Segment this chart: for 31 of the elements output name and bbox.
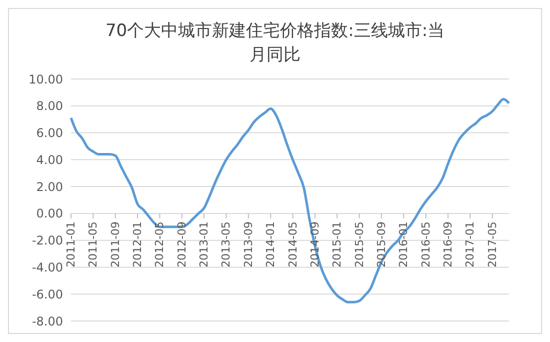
x-tick-label: 2011-09 <box>108 221 122 268</box>
x-tick-label: 2013-09 <box>242 221 255 268</box>
y-tick-label: -6.00 <box>32 287 63 302</box>
x-tick-label: 2012-09 <box>175 221 188 268</box>
y-tick-label: 2.00 <box>36 180 63 194</box>
x-tick-label: 2017-01 <box>464 221 477 268</box>
y-tick-label: -8.00 <box>32 314 63 328</box>
y-tick-label: 4.00 <box>36 152 63 167</box>
x-tick-label: 2015-09 <box>374 221 388 268</box>
x-tick-label: 2016-05 <box>419 221 432 268</box>
x-tick-label: 2012-01 <box>131 221 144 268</box>
x-tick-label: 2012-05 <box>153 221 166 268</box>
chart-title: 70个大中城市新建住宅价格指数:三线城市:当月同比 <box>104 20 446 67</box>
x-tick-label: 2015-05 <box>352 221 366 268</box>
y-tick-label: 10.00 <box>28 72 63 86</box>
x-tick-label: 2015-01 <box>330 221 344 268</box>
y-tick-label: 6.00 <box>36 126 63 140</box>
y-tick-label: 8.00 <box>36 99 63 114</box>
x-tick-label: 2013-05 <box>220 221 233 268</box>
x-tick-label: 2014-01 <box>264 221 278 268</box>
x-tick-label: 2014-05 <box>286 221 300 268</box>
x-tick-label: 2016-09 <box>442 221 455 268</box>
x-tick-label: 2011-05 <box>86 221 100 268</box>
y-tick-label: -4.00 <box>32 260 63 274</box>
y-tick-label: 0.00 <box>36 206 63 221</box>
x-tick-label: 2011-01 <box>64 221 78 268</box>
x-tick-label: 2016-01 <box>397 221 410 268</box>
y-tick-label: -2.00 <box>32 234 63 248</box>
x-tick-label: 2017-05 <box>486 221 499 268</box>
x-tick-label: 2014-09 <box>308 221 322 268</box>
x-tick-label: 2013-01 <box>198 221 211 268</box>
